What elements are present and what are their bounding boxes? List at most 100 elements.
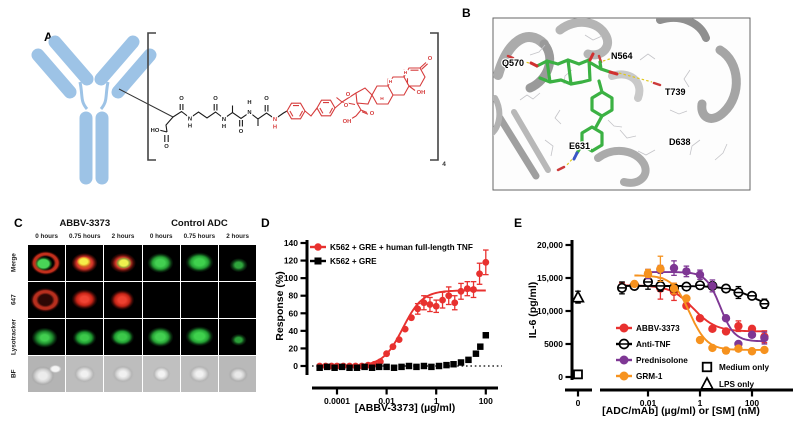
svg-text:ABBV-3373: ABBV-3373	[636, 324, 680, 333]
ligand-heteroatom-tips	[529, 52, 619, 161]
imaging-cell	[219, 245, 257, 281]
svg-text:H: H	[247, 100, 251, 106]
panel-b-residue-labels: Q570 N564 T739 E631 D638	[501, 50, 692, 152]
svg-text:H: H	[389, 79, 393, 85]
svg-text:120: 120	[284, 256, 298, 266]
svg-text:20,000: 20,000	[537, 240, 563, 250]
timepoint-label: 2 hours	[226, 233, 249, 240]
svg-text:15,000: 15,000	[537, 273, 563, 283]
svg-text:0: 0	[293, 361, 298, 371]
svg-text:O: O	[179, 96, 184, 102]
group-header: Control ADC	[171, 218, 228, 229]
row-label: BF	[10, 369, 18, 379]
series-k562-gre	[316, 332, 490, 371]
svg-text:40: 40	[289, 326, 299, 336]
svg-text:10,000: 10,000	[537, 306, 563, 316]
svg-text:Response (%): Response (%)	[274, 271, 286, 340]
imaging-cell	[104, 319, 142, 355]
svg-text:LPS only: LPS only	[719, 380, 754, 389]
drug-brackets	[147, 32, 439, 161]
svg-text:Anti-TNF: Anti-TNF	[636, 340, 671, 349]
timepoint-label: 0.75 hours	[183, 233, 216, 240]
imaging-cell	[104, 282, 142, 318]
svg-text:IL-6 (pg/ml): IL-6 (pg/ml)	[527, 282, 539, 339]
svg-text:O: O	[164, 144, 169, 150]
timepoint-label: 0 hours	[35, 233, 58, 240]
panel-b-frame	[492, 17, 751, 191]
svg-text:[ADC/mAb] (µg/ml) or [SM] (nM): [ADC/mAb] (µg/ml) or [SM] (nM)	[602, 405, 760, 417]
svg-text:100: 100	[479, 396, 493, 406]
svg-text:0: 0	[576, 398, 581, 408]
svg-text:0.01: 0.01	[378, 396, 395, 406]
row-label: Merge	[10, 253, 18, 273]
row-label: Lysotracker	[10, 319, 18, 355]
svg-text:H: H	[188, 124, 192, 130]
svg-text:H: H	[222, 124, 226, 130]
timepoint-label: 2 hours	[111, 233, 135, 240]
svg-text:O: O	[370, 111, 375, 117]
svg-text:N564: N564	[611, 51, 633, 61]
svg-text:1: 1	[698, 398, 703, 408]
linker-bonds	[158, 104, 288, 142]
svg-text:80: 80	[289, 291, 299, 301]
svg-text:5000: 5000	[544, 339, 563, 349]
series-medium-only	[573, 369, 583, 380]
imaging-cell	[180, 282, 218, 318]
imaging-cell	[66, 319, 104, 355]
panel-e-label: E	[514, 216, 523, 230]
svg-text:O: O	[428, 56, 433, 62]
imaging-cell	[219, 319, 257, 355]
protein-ribbons	[493, 18, 741, 187]
svg-text:H: H	[380, 96, 384, 102]
svg-text:O: O	[264, 96, 269, 102]
timepoint-label: 0.75 hours	[69, 233, 101, 240]
svg-text:N: N	[273, 117, 277, 123]
svg-text:H: H	[404, 70, 408, 76]
svg-text:OH: OH	[417, 90, 426, 96]
imaging-cell	[66, 356, 104, 392]
svg-text:O: O	[344, 103, 349, 109]
group-header: ABBV-3373	[59, 218, 111, 229]
svg-text:[ABBV-3373] (µg/ml): [ABBV-3373] (µg/ml)	[355, 402, 456, 414]
imaging-cell	[28, 356, 66, 392]
svg-text:Medium only: Medium only	[719, 363, 769, 372]
svg-text:O: O	[239, 129, 244, 135]
panel-b-label: B	[462, 6, 471, 20]
imaging-cell	[180, 356, 218, 392]
svg-text:K562 + GRE + human full-length: K562 + GRE + human full-length TNF	[330, 243, 473, 252]
svg-text:4: 4	[442, 161, 446, 168]
panel-a-adc-structure	[31, 32, 439, 185]
svg-text:D638: D638	[669, 137, 691, 147]
panel-d-chart: 0 20 40 60 80 100 120 140 Response (%) 0.0001 0.01…	[274, 238, 502, 414]
svg-text:E631: E631	[569, 141, 590, 151]
ligand-sticks	[535, 58, 614, 155]
panel-a-label: A	[44, 30, 53, 44]
svg-text:0.01: 0.01	[640, 398, 657, 408]
svg-text:T739: T739	[665, 87, 686, 97]
svg-text:O: O	[346, 92, 351, 98]
svg-text:H: H	[273, 125, 277, 131]
svg-text:N: N	[188, 117, 192, 123]
svg-text:HO: HO	[151, 128, 160, 134]
svg-text:K562 + GRE: K562 + GRE	[330, 257, 377, 266]
conjugation-line	[118, 88, 174, 118]
svg-text:Q570: Q570	[502, 58, 524, 68]
svg-text:60: 60	[289, 308, 299, 318]
imaging-cell	[219, 356, 257, 392]
payload-bonds	[286, 62, 428, 120]
svg-text:0.0001: 0.0001	[324, 396, 350, 406]
imaging-cell	[66, 245, 104, 281]
imaging-cell	[219, 282, 257, 318]
svg-text:O: O	[213, 96, 218, 102]
series-grm-1	[630, 255, 769, 356]
svg-text:Prednisolone: Prednisolone	[636, 356, 688, 365]
svg-text:100: 100	[745, 398, 759, 408]
svg-text:N: N	[247, 110, 251, 116]
imaging-cell	[142, 319, 180, 355]
antibody-icon	[31, 35, 157, 185]
imaging-cell	[180, 245, 218, 281]
